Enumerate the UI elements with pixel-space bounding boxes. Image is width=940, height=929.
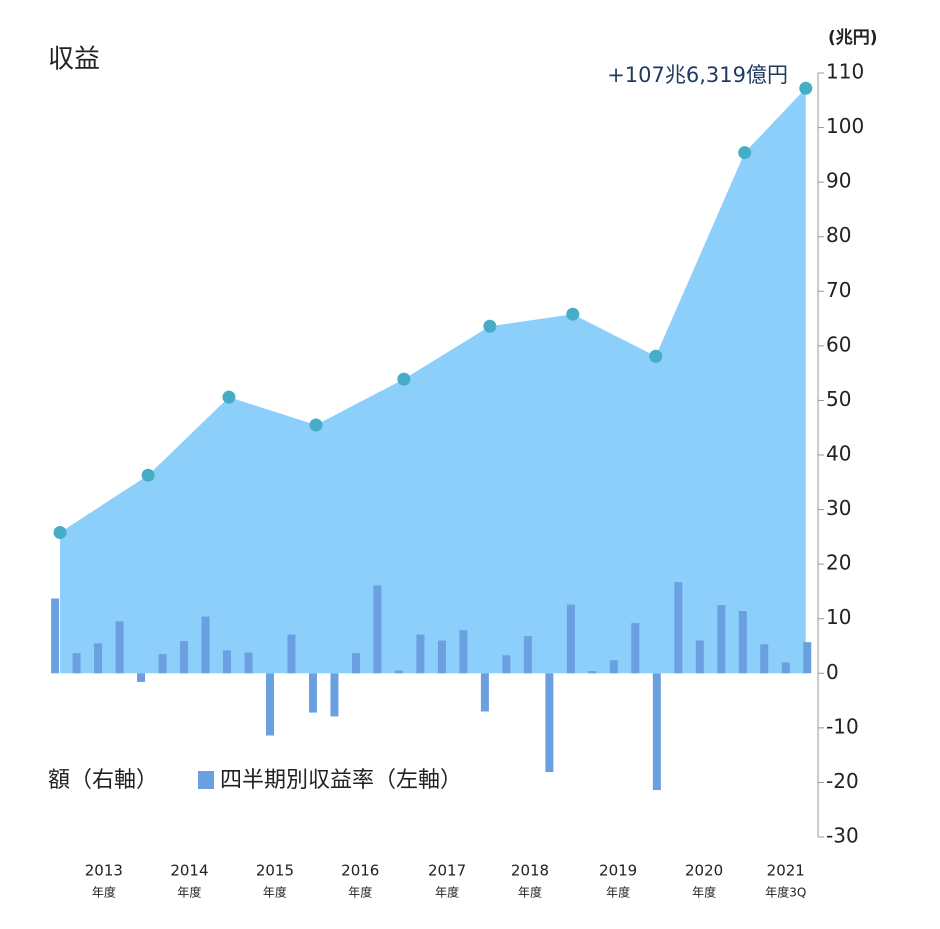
y-tick-label: 90 (826, 169, 851, 193)
bar (717, 605, 726, 674)
x-tick-label: 2019 (599, 862, 637, 880)
bar (652, 673, 661, 791)
bar (287, 634, 296, 674)
bar (695, 640, 704, 674)
bar (265, 673, 274, 736)
y-tick-label: 80 (826, 223, 851, 247)
bar (308, 673, 317, 713)
bar (416, 634, 425, 674)
bar (158, 654, 167, 674)
bar (351, 653, 360, 674)
x-tick-label: 2018 (511, 862, 549, 880)
bar (201, 616, 210, 674)
x-tick-sublabel: 年度 (92, 885, 116, 900)
bar (51, 598, 60, 674)
point (397, 372, 411, 386)
y-tick-label: -10 (826, 714, 859, 738)
x-tick-sublabel: 年度 (263, 885, 287, 900)
x-tick-label: 2020 (685, 862, 723, 880)
point (53, 525, 67, 539)
x-tick-label: 2021 (767, 862, 805, 880)
bar (437, 640, 446, 674)
x-tick-sublabel: 年度 (435, 885, 459, 900)
unit-label: (兆円) (828, 28, 878, 48)
y-tick-label: 20 (826, 551, 851, 575)
point (222, 390, 236, 404)
legend-label: 四半期別収益率（左軸） (220, 768, 462, 793)
y-tick-label: 10 (826, 605, 851, 629)
y-tick-label: 60 (826, 332, 851, 356)
y-tick-label: 110 (826, 60, 864, 84)
point (649, 349, 663, 363)
bar (631, 623, 640, 674)
x-tick-label: 2013 (85, 862, 123, 880)
point (141, 468, 155, 482)
bar (502, 655, 511, 674)
x-tick-sublabel: 年度 (518, 885, 542, 900)
bar (94, 643, 103, 674)
bar (137, 673, 146, 683)
y-tick-label: 100 (826, 114, 864, 138)
bar (244, 652, 253, 674)
x-tick-sublabel: 年度3Q (765, 885, 806, 900)
y-tick-label: 50 (826, 387, 851, 411)
x-tick-label: 2015 (256, 862, 294, 880)
y-tick-label: 40 (826, 442, 851, 466)
bar (373, 585, 382, 674)
point (799, 81, 813, 95)
bar (480, 673, 489, 712)
y-tick-label: -20 (826, 769, 859, 793)
point (483, 319, 497, 333)
bar (566, 604, 575, 674)
x-tick-label: 2016 (341, 862, 379, 880)
bar (72, 653, 81, 674)
x-tick-sublabel: 年度 (348, 885, 372, 900)
y-tick-label: 0 (826, 660, 839, 684)
legend-label: 額（右軸） (48, 768, 158, 793)
y-tick-label: -30 (826, 824, 859, 848)
bar (523, 636, 532, 674)
area (60, 88, 806, 674)
bar (760, 644, 769, 674)
bar (459, 630, 468, 674)
bar (545, 673, 554, 773)
annotation: +107兆6,319億円 (607, 63, 788, 87)
bar (330, 673, 339, 717)
bar (803, 642, 812, 674)
bar (588, 671, 597, 674)
bar (609, 660, 618, 674)
bar (223, 650, 232, 674)
y-tick-label: 70 (826, 278, 851, 302)
bar (115, 621, 124, 674)
point (309, 418, 323, 432)
x-tick-sublabel: 年度 (606, 885, 630, 900)
bar (738, 611, 747, 674)
point (738, 146, 752, 160)
x-tick-sublabel: 年度 (692, 885, 716, 900)
bar (674, 582, 683, 674)
x-tick-label: 2014 (170, 862, 208, 880)
x-tick-sublabel: 年度 (177, 885, 201, 900)
legend-swatch (198, 771, 215, 789)
y-tick-label: 30 (826, 496, 851, 520)
bar (781, 662, 790, 674)
x-tick-label: 2017 (428, 862, 466, 880)
bar (394, 670, 403, 674)
bar (180, 641, 189, 674)
chart-title: 収益 (48, 45, 100, 75)
point (566, 307, 580, 321)
